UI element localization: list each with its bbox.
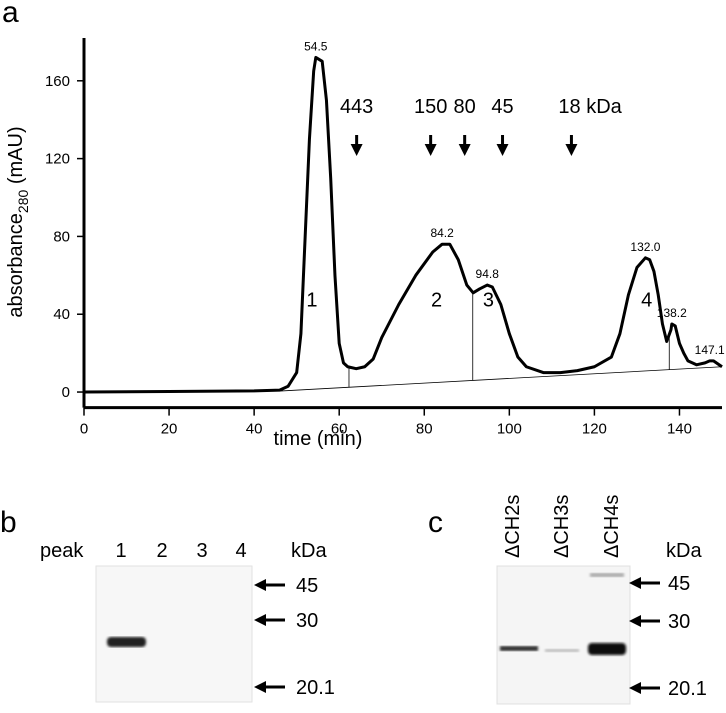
x-tick-label: 100 <box>497 421 522 438</box>
peak-time-label: 138.2 <box>657 306 687 320</box>
marker-label: 18 kDa <box>558 96 622 118</box>
size-label: 20.1 <box>668 678 707 700</box>
y-label-unit: (mAU) <box>5 126 27 189</box>
peak-time-label: 84.2 <box>430 226 454 240</box>
y-label-main: absorbance <box>5 213 27 318</box>
gel-image <box>95 565 253 703</box>
lane-label: ΔCH3s <box>551 495 573 558</box>
x-tick-label: 0 <box>80 421 88 438</box>
y-tick-label: 160 <box>45 73 70 90</box>
gel-band <box>590 573 624 577</box>
lane-label: 4 <box>235 540 246 562</box>
marker-label: 80 <box>454 96 476 118</box>
x-tick-label: 140 <box>667 421 692 438</box>
lane-label: 2 <box>156 540 167 562</box>
lane-label: ΔCH4s <box>601 495 623 558</box>
marker-label: 45 <box>491 96 513 118</box>
panel-label: a <box>2 0 19 29</box>
unit-label: kDa <box>666 540 702 562</box>
peak-time-label: 54.5 <box>304 39 328 53</box>
lane-label: ΔCH2s <box>502 495 524 558</box>
y-tick-label: 40 <box>53 306 70 323</box>
gel-band <box>545 649 579 652</box>
peak-number: 3 <box>483 289 494 311</box>
x-tick-label: 80 <box>416 421 433 438</box>
panel-label: b <box>0 506 17 539</box>
x-tick-label: 20 <box>161 421 178 438</box>
y-tick-label: 120 <box>45 151 70 168</box>
x-axis-label: time (min) <box>274 428 363 450</box>
y-tick-label: 80 <box>53 228 70 245</box>
size-label: 45 <box>668 573 690 595</box>
peak-time-label: 94.8 <box>476 267 500 281</box>
peak-number: 4 <box>641 289 652 311</box>
lane-label: 1 <box>115 540 126 562</box>
x-tick-label: 120 <box>582 421 607 438</box>
x-tick-label: 40 <box>246 421 263 438</box>
size-label: 30 <box>296 610 318 632</box>
lane-label: 3 <box>196 540 207 562</box>
x-tick-label: 60 <box>331 421 348 438</box>
peak-time-label: 132.0 <box>630 240 660 254</box>
peak-number: 2 <box>431 289 442 311</box>
gel-image <box>496 565 631 705</box>
gel-band <box>500 646 538 651</box>
peak-number: 1 <box>306 289 317 311</box>
y-axis-label: absorbance280 (mAU) <box>5 126 31 317</box>
trace <box>83 55 723 394</box>
gel-band <box>107 637 146 647</box>
gel-band <box>588 643 626 655</box>
y-label-sub: 280 <box>15 190 31 214</box>
size-label: 20.1 <box>296 677 335 699</box>
baseline <box>279 366 723 392</box>
unit-label: kDa <box>291 540 327 562</box>
peak-time-label: 147.1 <box>695 343 725 357</box>
marker-label: 150 <box>414 96 447 118</box>
marker-label: 443 <box>340 96 373 118</box>
y-tick-label: 0 <box>62 384 70 401</box>
size-label: 30 <box>668 611 690 633</box>
row-title: peak <box>40 540 84 562</box>
panel-label: c <box>428 506 443 539</box>
size-label: 45 <box>296 575 318 597</box>
